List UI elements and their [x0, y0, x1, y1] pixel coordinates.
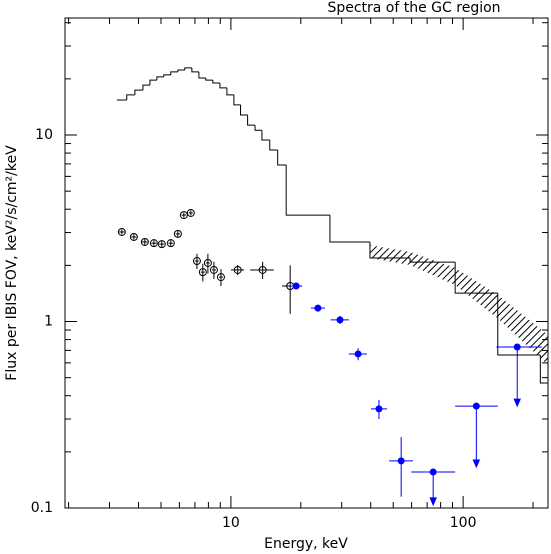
histogram-bin	[198, 71, 206, 79]
histogram-bin	[233, 94, 241, 106]
histogram-bin	[277, 149, 287, 166]
histogram-bin	[184, 67, 192, 71]
histogram-bin	[142, 84, 150, 91]
histogram-bin	[177, 69, 185, 72]
data-point	[203, 258, 212, 267]
data-point	[216, 273, 225, 282]
histogram-bin	[205, 78, 213, 81]
chart-title: Spectra of the GC region	[327, 0, 500, 16]
data-point	[117, 227, 126, 236]
upper-limit-arrow	[429, 497, 437, 507]
data-point	[140, 237, 149, 246]
data-point	[209, 265, 218, 274]
histogram-bin	[254, 125, 262, 131]
data-point	[397, 457, 405, 465]
data-point	[149, 239, 158, 248]
data-point	[336, 316, 344, 324]
data-point	[129, 232, 138, 241]
data-point	[513, 343, 521, 351]
y-axis-label: Flux per IBIS FOV, keV²/s/cm²/keV	[4, 145, 20, 381]
histogram-bin	[170, 71, 178, 75]
data-point	[166, 239, 175, 248]
data-point	[157, 240, 166, 249]
data-point	[198, 268, 207, 277]
y-tick-label: 0.1	[31, 500, 53, 516]
histogram-bin	[247, 115, 256, 126]
data-point	[173, 229, 182, 238]
histogram-bin	[226, 87, 234, 96]
histogram-bin	[134, 89, 143, 95]
data-point	[233, 265, 242, 274]
histogram-bin	[149, 79, 157, 86]
data-point	[429, 468, 437, 476]
histogram-bin	[163, 74, 171, 77]
histogram-bin	[269, 140, 278, 151]
histogram-bin	[156, 76, 164, 81]
histogram-bin	[329, 215, 370, 243]
histogram-bin	[212, 80, 220, 84]
y-tick-label: 10	[35, 127, 53, 143]
data-point	[258, 265, 267, 274]
histogram-bin	[285, 165, 330, 216]
data-point	[192, 257, 201, 266]
data-point	[292, 282, 300, 290]
data-point	[354, 350, 362, 358]
histogram-bin	[240, 104, 248, 116]
data-point	[314, 304, 322, 312]
model-band	[369, 245, 548, 366]
data-point	[375, 405, 383, 413]
histogram-bin	[539, 355, 548, 384]
data-point	[179, 211, 188, 220]
data-point	[186, 208, 195, 217]
x-axis-label: Energy, keV	[264, 536, 348, 552]
histogram-bin	[191, 67, 199, 73]
x-tick-label: 10	[222, 515, 240, 531]
upper-limit-arrow	[472, 459, 481, 469]
y-tick-label: 1	[44, 314, 53, 330]
upper-limit-arrow	[513, 398, 521, 408]
histogram-bin	[126, 94, 135, 101]
x-tick-label: 100	[450, 515, 477, 531]
histogram-bin	[261, 130, 270, 141]
plot-frame	[64, 17, 549, 509]
data-point	[472, 402, 480, 410]
histogram-bin	[219, 83, 227, 89]
